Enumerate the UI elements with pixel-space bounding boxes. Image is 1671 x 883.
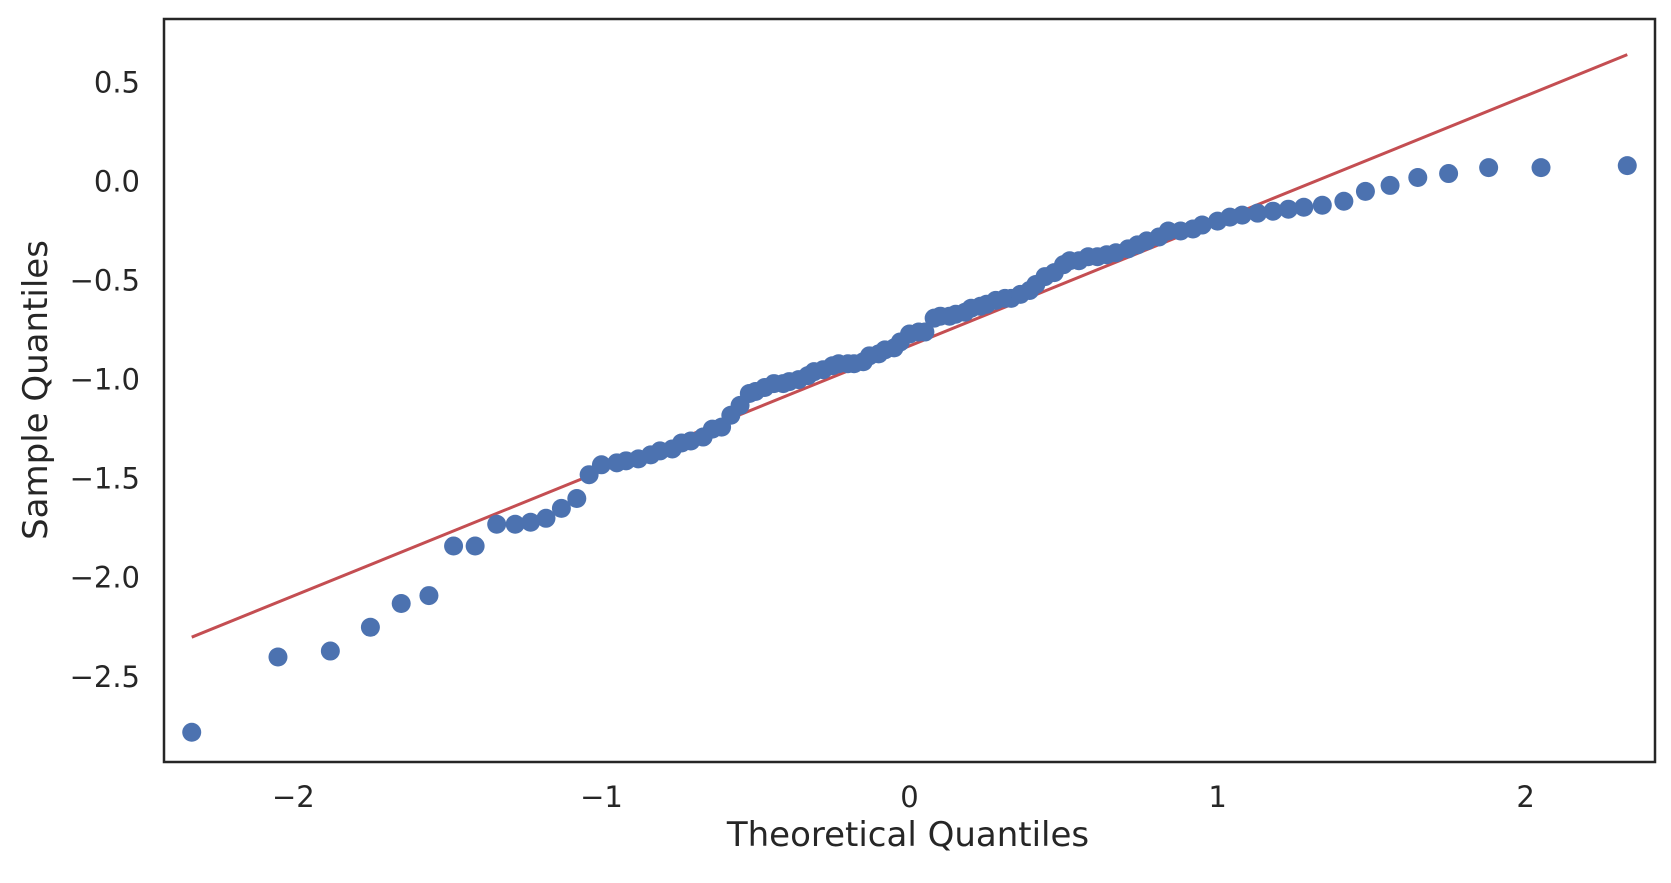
y-tick-label: 0.0 xyxy=(94,164,140,198)
data-point xyxy=(1531,158,1551,178)
data-point xyxy=(182,722,202,742)
data-point xyxy=(591,455,611,475)
y-tick-label: −2.0 xyxy=(70,561,140,595)
x-tick-label: 0 xyxy=(900,780,918,814)
data-point xyxy=(505,514,525,534)
data-point xyxy=(487,514,507,534)
x-axis-ticks: −2 −1 0 1 2 xyxy=(272,780,1535,814)
data-point xyxy=(1263,201,1283,221)
data-point xyxy=(567,488,587,508)
data-point xyxy=(360,617,380,637)
y-axis-ticks: 0.5 0.0 −0.5 −1.0 −1.5 −2.0 −2.5 xyxy=(70,65,140,693)
data-point xyxy=(1380,175,1400,195)
plot-area xyxy=(182,53,1637,742)
data-point xyxy=(1334,191,1354,211)
x-tick-label: −2 xyxy=(272,780,315,814)
y-tick-label: −1.0 xyxy=(70,363,140,397)
data-point xyxy=(1248,203,1268,223)
x-axis-label: Theoretical Quantiles xyxy=(726,815,1089,855)
reference-line xyxy=(191,53,1628,639)
axes-frame xyxy=(162,17,1657,764)
data-point xyxy=(1294,197,1314,217)
data-point xyxy=(536,508,556,528)
data-point xyxy=(268,647,288,667)
data-point xyxy=(551,498,571,518)
data-point xyxy=(1355,181,1375,201)
y-tick-label: −0.5 xyxy=(70,264,140,298)
data-point xyxy=(915,322,935,342)
data-point xyxy=(1479,158,1499,178)
data-point xyxy=(391,593,411,613)
data-point xyxy=(419,586,439,606)
data-point xyxy=(1192,215,1212,235)
data-point xyxy=(1312,195,1332,215)
data-point xyxy=(1439,164,1459,184)
data-point xyxy=(521,512,541,532)
y-axis-label: Sample Quantiles xyxy=(16,240,56,540)
data-point xyxy=(465,536,485,556)
data-point xyxy=(320,641,340,661)
data-point xyxy=(1278,199,1298,219)
data-point xyxy=(444,536,464,556)
data-point xyxy=(1232,205,1252,225)
x-tick-label: −1 xyxy=(580,780,623,814)
data-point xyxy=(1408,168,1428,188)
y-tick-label: −2.5 xyxy=(70,660,140,694)
data-point xyxy=(1617,156,1637,176)
y-tick-label: −1.5 xyxy=(70,462,140,496)
x-tick-label: 1 xyxy=(1208,780,1226,814)
x-tick-label: 2 xyxy=(1516,780,1534,814)
y-tick-label: 0.5 xyxy=(94,65,140,99)
